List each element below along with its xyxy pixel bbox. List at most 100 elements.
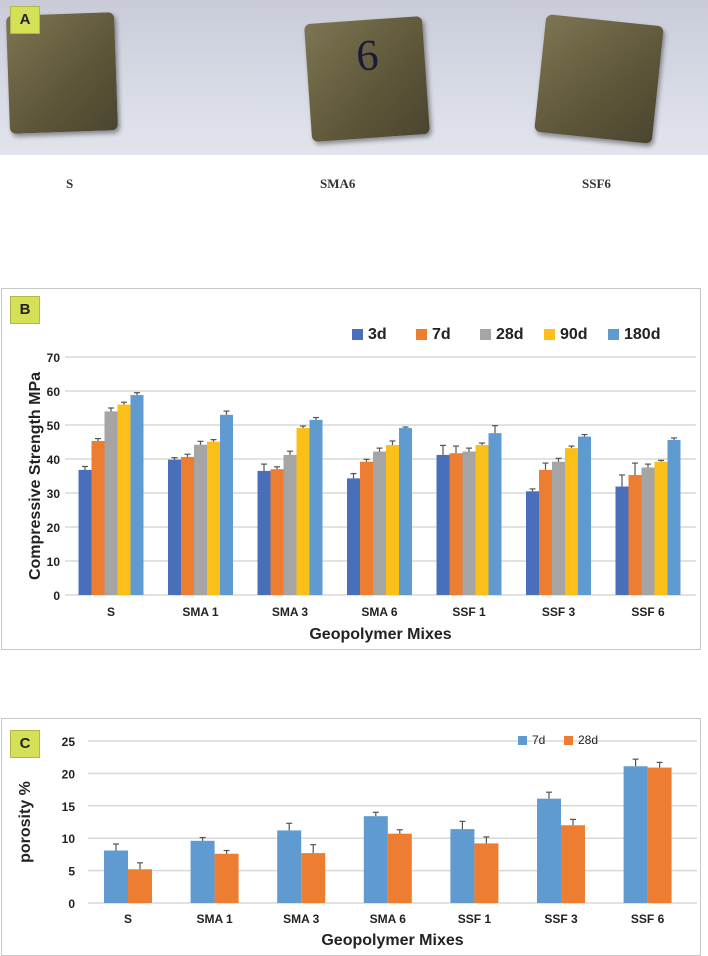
x-tick-label: SMA 3 bbox=[283, 912, 320, 926]
x-tick-label: SSF 1 bbox=[458, 912, 492, 926]
cube-ssf6 bbox=[534, 14, 664, 144]
legend-swatch-180d bbox=[608, 329, 619, 340]
x-tick-label: S bbox=[124, 912, 132, 926]
x-tick-label: SSF 6 bbox=[631, 912, 665, 926]
bar-28d bbox=[474, 843, 499, 903]
bar-7d bbox=[91, 440, 105, 595]
bar-90d bbox=[565, 448, 578, 595]
bar-3d bbox=[347, 478, 360, 595]
y-tick-label: 15 bbox=[62, 800, 76, 814]
legend-swatch-90d bbox=[544, 329, 555, 340]
legend-label-90d: 90d bbox=[560, 326, 588, 343]
bar-3d bbox=[615, 486, 629, 595]
bar-28d bbox=[387, 833, 412, 903]
bar-90d bbox=[207, 441, 220, 595]
x-tick-label: SMA 1 bbox=[196, 912, 233, 926]
bar-7d bbox=[360, 461, 373, 595]
bar-28d bbox=[128, 869, 152, 903]
legend-swatch-3d bbox=[352, 329, 363, 340]
bar-3d bbox=[436, 454, 450, 595]
caption-sma6: SMA6 bbox=[320, 176, 356, 191]
y-tick-label: 10 bbox=[62, 832, 76, 846]
y-tick-label: 20 bbox=[62, 767, 76, 781]
bar-7d bbox=[277, 830, 302, 903]
bar-28d bbox=[373, 451, 386, 595]
bar-3d bbox=[168, 459, 181, 595]
bar-7d bbox=[539, 469, 552, 595]
y-tick-label: 20 bbox=[47, 521, 61, 535]
bar-28d bbox=[552, 461, 565, 595]
legend-label-28d: 28d bbox=[496, 326, 524, 343]
legend-label-7d: 7d bbox=[532, 733, 545, 747]
y-tick-label: 60 bbox=[47, 385, 61, 399]
bar-180d bbox=[488, 433, 502, 595]
bar-90d bbox=[386, 445, 399, 595]
x-axis-title: Geopolymer Mixes bbox=[309, 626, 451, 643]
bar-7d bbox=[450, 829, 475, 903]
y-tick-label: 5 bbox=[68, 865, 75, 879]
panel-label-c: C bbox=[10, 730, 40, 758]
legend-label-28d: 28d bbox=[578, 733, 598, 747]
bar-7d bbox=[449, 453, 463, 595]
y-tick-label: 25 bbox=[62, 735, 76, 749]
specimen-photo: 6 bbox=[0, 0, 708, 155]
bar-7d bbox=[623, 766, 648, 903]
caption-ssf6: SSF6 bbox=[582, 176, 611, 191]
legend-swatch-7d bbox=[518, 736, 527, 745]
legend-label-180d: 180d bbox=[624, 326, 660, 343]
bar-90d bbox=[654, 461, 668, 595]
y-tick-label: 50 bbox=[47, 419, 61, 433]
bar-28d bbox=[561, 825, 585, 903]
bar-7d bbox=[104, 850, 128, 903]
legend-swatch-28d bbox=[564, 736, 573, 745]
bar-28d bbox=[641, 467, 655, 595]
bar-28d bbox=[301, 853, 326, 903]
bar-7d bbox=[190, 840, 215, 903]
panel-label-b: B bbox=[10, 296, 40, 324]
bar-28d bbox=[194, 444, 207, 595]
y-tick-label: 10 bbox=[47, 555, 61, 569]
legend-swatch-7d bbox=[416, 329, 427, 340]
bar-3d bbox=[526, 491, 539, 595]
legend-swatch-28d bbox=[480, 329, 491, 340]
bar-28d bbox=[462, 451, 476, 595]
x-tick-label: SMA 6 bbox=[361, 605, 398, 619]
bar-28d bbox=[283, 454, 297, 595]
bar-180d bbox=[220, 414, 233, 595]
y-tick-label: 0 bbox=[53, 589, 60, 603]
y-tick-label: 0 bbox=[68, 897, 75, 911]
bar-90d bbox=[475, 445, 489, 595]
bar-180d bbox=[309, 419, 323, 595]
y-tick-label: 40 bbox=[47, 453, 61, 467]
x-tick-label: SMA 3 bbox=[272, 605, 309, 619]
bar-90d bbox=[296, 428, 310, 595]
bar-180d bbox=[578, 436, 591, 595]
bar-3d bbox=[257, 470, 271, 595]
bar-7d bbox=[628, 474, 642, 595]
x-tick-label: SMA 6 bbox=[370, 912, 407, 926]
bar-28d bbox=[647, 767, 672, 903]
porosity-chart: 0 5 10 15 20 25 S SMA 1 SMA 3 SMA 6 SSF 1 SSF 3 SSF … bbox=[17, 733, 697, 949]
bar-3d bbox=[78, 469, 92, 595]
y-axis-title: porosity % bbox=[17, 781, 34, 863]
cube-sma6: 6 bbox=[304, 16, 430, 142]
bar-28d bbox=[104, 411, 118, 595]
bar-180d bbox=[130, 395, 144, 595]
bar-7d bbox=[270, 469, 284, 595]
x-tick-label: SSF 6 bbox=[631, 605, 665, 619]
x-tick-label: SSF 3 bbox=[544, 912, 578, 926]
chart-b-frame bbox=[1, 288, 701, 650]
x-tick-label: SSF 1 bbox=[452, 605, 486, 619]
bar-7d bbox=[537, 798, 561, 903]
y-tick-label: 30 bbox=[47, 487, 61, 501]
x-axis-title: Geopolymer Mixes bbox=[321, 932, 463, 949]
bar-28d bbox=[214, 853, 239, 903]
legend-label-7d: 7d bbox=[432, 326, 451, 343]
x-tick-label: SSF 3 bbox=[542, 605, 576, 619]
bar-180d bbox=[399, 428, 412, 595]
y-tick-label: 70 bbox=[47, 351, 61, 365]
bar-7d bbox=[181, 456, 194, 595]
y-axis-title: Compressive Strength MPa bbox=[27, 372, 44, 580]
bar-7d bbox=[363, 816, 388, 903]
caption-s: S bbox=[66, 176, 74, 191]
